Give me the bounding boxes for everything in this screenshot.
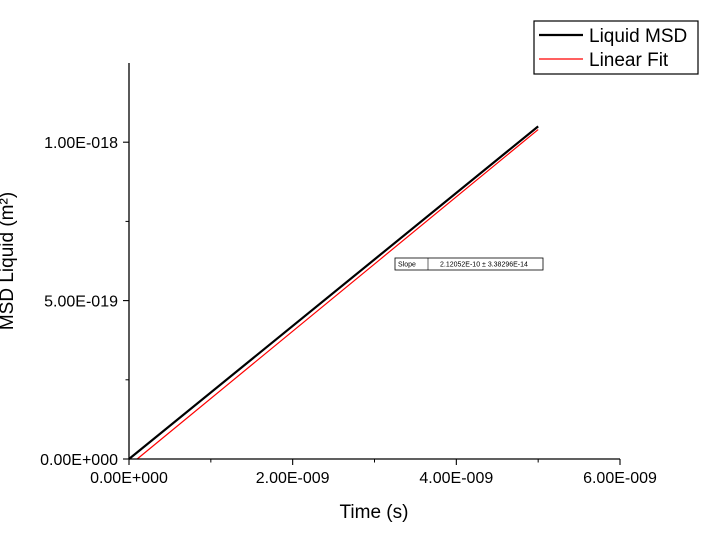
series-line-liquid-msd bbox=[128, 125, 539, 460]
x-tick-label: 2.00E-009 bbox=[256, 470, 330, 487]
legend-box bbox=[533, 20, 699, 75]
legend-label-linear-fit: Linear Fit bbox=[589, 50, 669, 71]
x-tick-label: 0.00E+000 bbox=[90, 470, 168, 487]
series-layer bbox=[128, 125, 539, 460]
x-tick-label: 4.00E-009 bbox=[419, 470, 493, 487]
annotation-value: 2.12052E-10 ± 3.38296E-14 bbox=[440, 262, 528, 269]
ticks-layer: 0.00E+000 2.00E-009 4.00E-009 6.00E-009 0.00… bbox=[40, 135, 657, 487]
y-tick-label: 5.00E-019 bbox=[44, 294, 118, 311]
annotation-box bbox=[394, 257, 544, 271]
annotation-label: Slope bbox=[398, 262, 416, 269]
y-tick-label: 1.00E-018 bbox=[44, 135, 118, 152]
y-tick-label: 0.00E+000 bbox=[40, 452, 118, 469]
legend-label-liquid-msd: Liquid MSD bbox=[589, 26, 687, 47]
x-axis-title: Time (s) bbox=[340, 502, 409, 523]
y-axis-title: MSD Liquid (m²) bbox=[0, 192, 18, 330]
legend: Liquid MSD Linear Fit bbox=[533, 20, 699, 75]
fit-annotation-table: Slope 2.12052E-10 ± 3.38296E-14 bbox=[394, 257, 544, 271]
x-tick-label: 6.00E-009 bbox=[583, 470, 657, 487]
series-line-linear-fit bbox=[136, 129, 539, 460]
